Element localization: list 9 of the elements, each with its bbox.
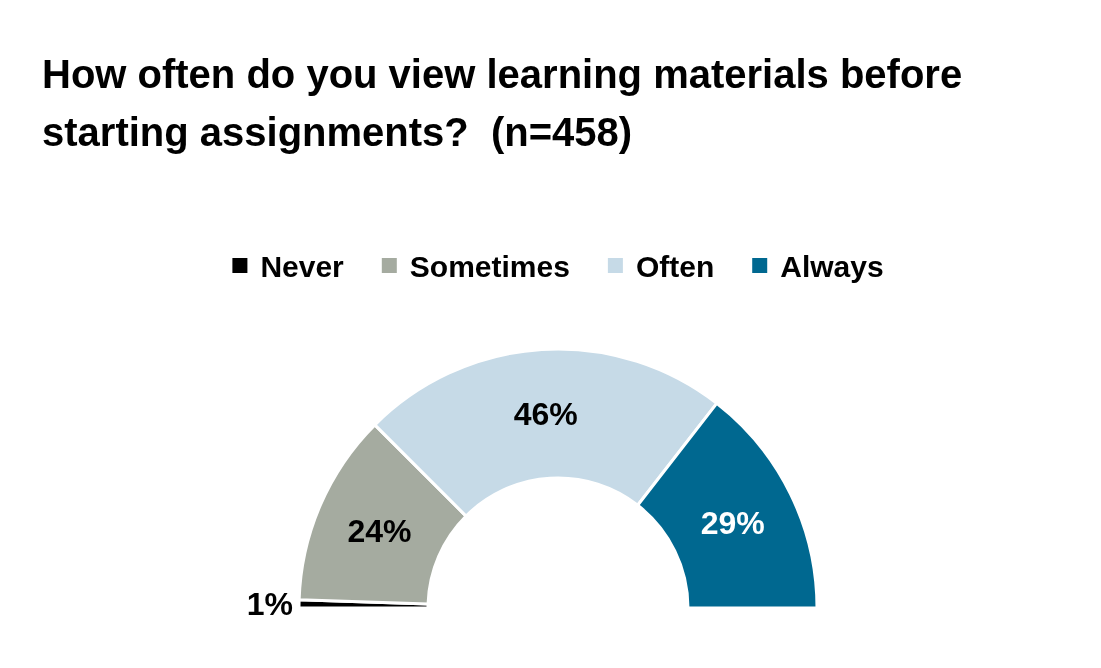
legend-label: Always	[780, 249, 884, 283]
legend-label: Sometimes	[409, 249, 570, 283]
legend-label: Often	[635, 249, 715, 283]
legend-label: Never	[260, 249, 345, 283]
chart-title: How often do you view learning materials before starting assignments? (n=458)	[42, 52, 963, 154]
data-label: 29%	[700, 504, 765, 541]
data-label: 24%	[347, 512, 412, 549]
data-label: 46%	[513, 396, 578, 433]
data-label: 1%	[246, 586, 294, 623]
